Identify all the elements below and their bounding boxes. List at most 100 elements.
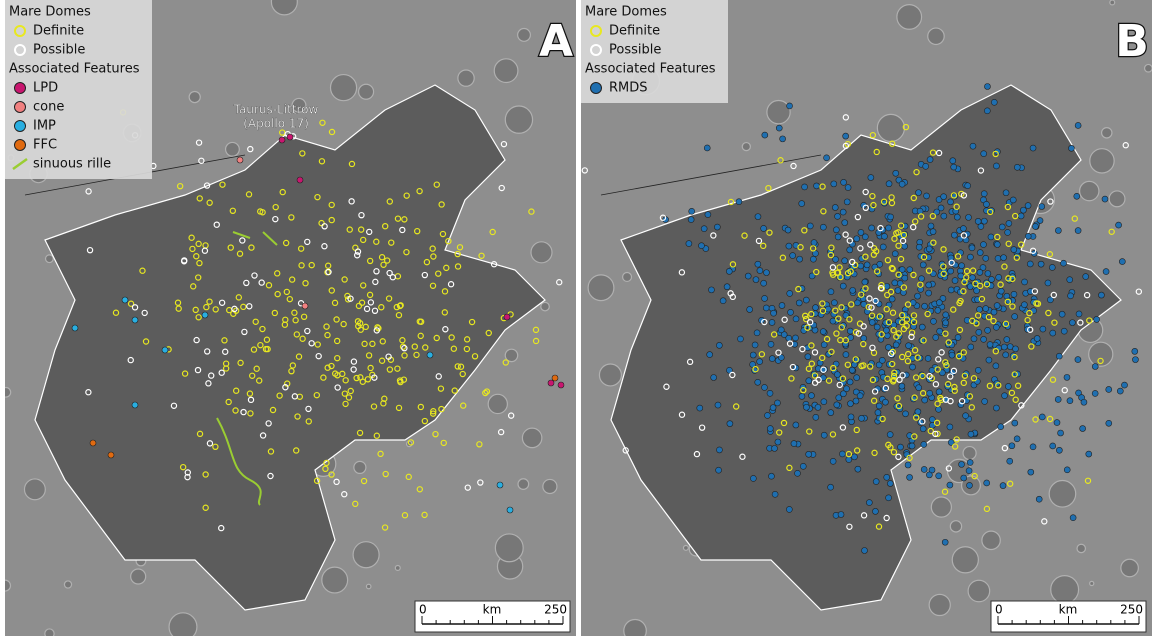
legend-swatch (15, 140, 26, 151)
rmds-point (780, 136, 786, 142)
rmds-point (1106, 420, 1112, 426)
rmds-point (705, 212, 711, 218)
rmds-point (981, 218, 987, 224)
crater (354, 461, 366, 473)
crater (64, 581, 71, 588)
rmds-point (775, 439, 781, 445)
rmds-point (910, 396, 916, 402)
rmds-point (948, 268, 954, 274)
rmds-point (854, 300, 860, 306)
rmds-point (714, 224, 720, 230)
rmds-point (810, 256, 816, 262)
legend-section-title: Associated Features (9, 62, 140, 77)
rmds-point (745, 273, 751, 279)
rmds-point (936, 406, 942, 412)
rmds-point (915, 409, 921, 415)
rmds-point (842, 258, 848, 264)
crater (522, 428, 541, 447)
crater (1051, 576, 1079, 604)
rmds-point (882, 399, 888, 405)
rmds-point (768, 473, 774, 479)
rmds-point (1010, 197, 1016, 203)
rmds-point (716, 467, 722, 473)
rmds-point (854, 236, 860, 242)
legend-swatch (591, 83, 602, 94)
rmds-point (793, 335, 799, 341)
rmds-point (873, 479, 879, 485)
rmds-point (930, 229, 936, 235)
rmds-point (886, 495, 892, 501)
panel-label: A (539, 16, 573, 67)
crater (1109, 191, 1125, 207)
rmds-point (876, 415, 882, 421)
rmds-point (947, 482, 953, 488)
rmds-point (843, 352, 849, 358)
rmds-point (928, 223, 934, 229)
rmds-point (874, 324, 880, 330)
rmds-point (910, 364, 916, 370)
rmds-point (806, 378, 812, 384)
rmds-point (895, 288, 901, 294)
rmds-point (851, 454, 857, 460)
rmds-point (750, 352, 756, 358)
rmds-point (716, 447, 722, 453)
rmds-point (923, 163, 929, 169)
rmds-point (1036, 496, 1042, 502)
rmds-point (907, 474, 913, 480)
legend: Mare DomesDefinitePossibleAssociated Fea… (5, 0, 152, 179)
rmds-point (1010, 353, 1016, 359)
rmds-point (958, 402, 964, 408)
rmds-point (975, 367, 981, 373)
crater (531, 242, 552, 263)
map-panel: Mare DomesDefinitePossibleAssociated Fea… (581, 0, 1153, 636)
rmds-point (982, 398, 988, 404)
rmds-point (813, 414, 819, 420)
rmds-point (995, 255, 1001, 261)
rmds-point (843, 133, 849, 139)
rmds-point (897, 444, 903, 450)
imp-point (132, 317, 138, 323)
rmds-point (916, 244, 922, 250)
rmds-point (993, 324, 999, 330)
rmds-point (842, 220, 848, 226)
rmds-point (698, 243, 704, 249)
scale-start: 0 (419, 603, 427, 617)
rmds-point (1061, 328, 1067, 334)
rmds-point (866, 500, 872, 506)
rmds-point (958, 273, 964, 279)
lpd-point (279, 137, 285, 143)
rmds-point (772, 445, 778, 451)
rmds-point (862, 547, 868, 553)
rmds-point (803, 297, 809, 303)
rmds-point (927, 390, 933, 396)
rmds-point (1116, 222, 1122, 228)
rmds-point (920, 262, 926, 268)
rmds-point (906, 343, 912, 349)
rmds-point (1001, 344, 1007, 350)
rmds-point (926, 290, 932, 296)
rmds-point (983, 201, 989, 207)
rmds-point (917, 208, 923, 214)
rmds-point (950, 158, 956, 164)
rmds-point (1056, 353, 1062, 359)
rmds-point (893, 170, 899, 176)
rmds-point (951, 232, 957, 238)
crater (395, 566, 400, 571)
rmds-point (831, 181, 837, 187)
crater (742, 143, 750, 151)
rmds-point (708, 287, 714, 293)
rmds-point (1021, 302, 1027, 308)
crater (982, 531, 1000, 549)
rmds-point (1092, 390, 1098, 396)
cone-point (237, 157, 243, 163)
rmds-point (688, 217, 694, 223)
rmds-point (824, 155, 830, 161)
rmds-point (1038, 261, 1044, 267)
rmds-point (889, 296, 895, 302)
scale-bar: 0km250 (415, 601, 570, 632)
legend-swatch (15, 83, 26, 94)
rmds-point (916, 190, 922, 196)
rmds-point (1098, 292, 1104, 298)
rmds-point (887, 432, 893, 438)
imp-point (202, 312, 208, 318)
